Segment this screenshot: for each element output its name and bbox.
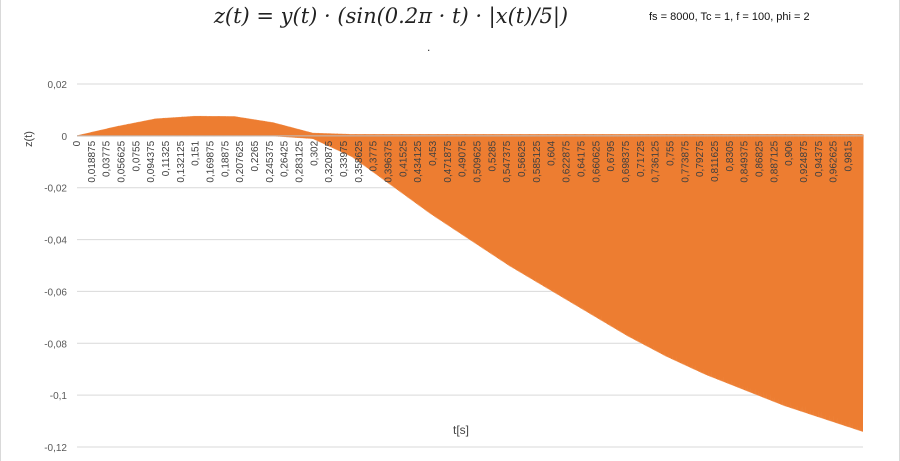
x-tick-label: 0,302 (309, 140, 320, 165)
x-tick-label: 0,33975 (339, 140, 350, 177)
chart-subtitle: . (427, 40, 431, 54)
x-tick-label: 0,471875 (443, 140, 454, 182)
x-tick-label: 0,8305 (725, 140, 736, 171)
x-tick-label: 0,962625 (829, 140, 840, 182)
x-tick-label: 0,56625 (517, 140, 528, 177)
x-tick-label: 0,94375 (814, 140, 825, 177)
x-tick-label: 0,11325 (161, 140, 172, 176)
y-tick-label: -0,02 (44, 184, 67, 195)
x-tick-label: 0,604 (547, 140, 558, 165)
x-tick-label: 0,169875 (206, 140, 217, 182)
x-axis-label: t[s] (452, 423, 469, 437)
x-tick-label: 0,2265 (250, 140, 261, 171)
x-tick-label: 0,26425 (280, 140, 291, 177)
y-tick-label: -0,1 (50, 391, 68, 402)
y-tick-label: 0 (61, 132, 67, 143)
x-tick-label: 0,245375 (265, 140, 276, 182)
x-tick-label: 0,018875 (87, 140, 98, 182)
x-tick-label: 0,49075 (458, 140, 469, 177)
x-tick-label: 0,3775 (369, 140, 380, 171)
x-tick-label: 0,585125 (532, 140, 543, 182)
x-tick-label: 0,396375 (384, 140, 395, 182)
y-tick-label: -0,04 (44, 236, 67, 247)
x-tick-label: 0,736125 (651, 140, 662, 182)
x-tick-label: 0,811625 (710, 140, 721, 181)
y-tick-label: -0,08 (44, 339, 67, 350)
x-tick-label: 0,906 (784, 140, 795, 165)
x-tick-label: 0,358625 (354, 140, 365, 182)
x-tick-label: 0,622875 (562, 140, 573, 182)
y-tick-label: -0,06 (44, 287, 67, 298)
x-tick-label: 0,283125 (295, 140, 306, 182)
x-tick-label: 0,773875 (680, 140, 691, 182)
x-tick-label: 0,79275 (695, 140, 706, 177)
x-tick-label: 0,320875 (324, 140, 335, 182)
x-tick-label: 0 (72, 140, 83, 146)
x-tick-label: 0,41525 (398, 140, 409, 177)
x-tick-label: 0,03775 (102, 140, 113, 177)
x-tick-label: 0,755 (665, 140, 676, 165)
x-tick-label: 0,698375 (621, 140, 632, 182)
x-tick-label: 0,86825 (754, 140, 765, 177)
chart-title: z(t) = y(t) · (sin(0.2π · t) · |x(t)/5|) (213, 4, 569, 28)
x-tick-label: 0,132125 (176, 140, 187, 182)
x-tick-label: 0,547375 (502, 140, 513, 182)
series-line (77, 115, 864, 432)
parameter-annotation: fs = 8000, Tc = 1, f = 100, phi = 2 (649, 11, 810, 23)
x-tick-label: 0,453 (428, 140, 439, 165)
y-tick-label: -0,12 (44, 443, 67, 454)
x-tick-label: 0,660625 (591, 140, 602, 182)
x-tick-label: 0,887125 (769, 140, 780, 182)
x-tick-label: 0,18875 (220, 140, 231, 177)
x-tick-label: 0,434125 (413, 140, 424, 182)
x-tick-label: 0,207625 (235, 140, 246, 182)
x-tick-label: 0,924875 (799, 140, 810, 182)
x-tick-label: 0,056625 (117, 140, 128, 182)
x-tick-label: 0,64175 (576, 140, 587, 177)
x-tick-label: 0,5285 (487, 140, 498, 171)
y-tick-label: 0,02 (48, 80, 68, 91)
x-tick-label: 0,6795 (606, 140, 617, 171)
x-tick-label: 0,0755 (131, 140, 142, 171)
x-tick-label: 0,71725 (636, 140, 647, 177)
x-tick-label: 0,151 (191, 140, 202, 165)
x-tick-label: 0,849375 (740, 140, 751, 182)
x-tick-label: 0,094375 (146, 140, 157, 182)
x-tick-label: 0,9815 (843, 140, 854, 171)
x-tick-label: 0,509625 (473, 140, 484, 182)
